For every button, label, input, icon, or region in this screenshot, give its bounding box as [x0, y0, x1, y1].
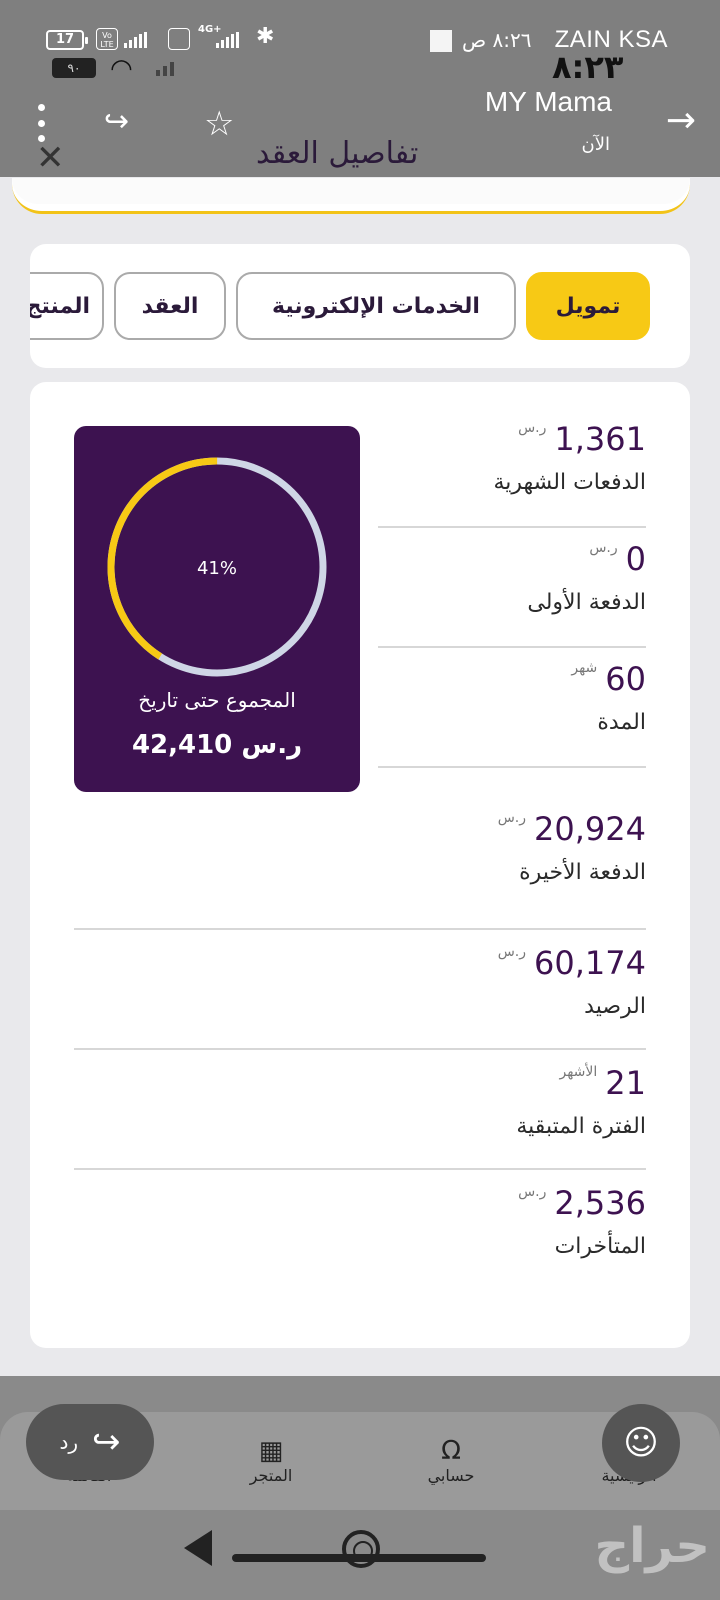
detail-label: الدفعة الأخيرة — [519, 860, 646, 885]
detail-unit: شهر — [571, 660, 598, 676]
detail-value: 60,174 — [534, 944, 646, 982]
tab-product[interactable]: المنتج — [30, 272, 104, 340]
signal-icon — [124, 32, 147, 48]
progress-percent: 41% — [196, 558, 237, 579]
battery-indicator: 17 — [46, 30, 88, 50]
tab-product-label: المنتج — [30, 293, 90, 319]
store-icon: ▦ — [258, 1436, 284, 1466]
detail-value: 0 — [625, 540, 646, 578]
volte-icon: Vo LTE — [96, 28, 118, 50]
background-status-row: ٩٠ ◠ ٨:٢٣ — [0, 48, 720, 94]
detail-value: 60 — [605, 660, 646, 698]
detail-arrears: ر.س 2,536 المتأخرات — [518, 1184, 646, 1259]
signal-icon-2 — [216, 32, 239, 48]
tabs-card: تمويل الخدمات الإلكترونية العقد المنتج — [30, 244, 690, 368]
divider — [378, 526, 646, 528]
nav-account[interactable]: Ω حسابي — [396, 1436, 506, 1485]
tab-financing[interactable]: تمويل — [526, 272, 650, 340]
progress-ring-fill — [107, 457, 327, 677]
tab-contract[interactable]: العقد — [114, 272, 226, 340]
detail-label: المتأخرات — [554, 1234, 646, 1259]
battery-icon-secondary: ٩٠ — [52, 58, 96, 78]
signal-icon-secondary — [156, 62, 174, 76]
more-options-icon[interactable] — [34, 104, 48, 142]
arrow-right-icon[interactable]: → — [665, 100, 696, 141]
payment-progress-box: 41% المجموع حتى تاريخ 42,410 ر.س — [74, 426, 360, 792]
nav-store-label: المتجر — [249, 1466, 293, 1485]
detail-value: 2,536 — [554, 1184, 646, 1222]
detail-unit: ر.س — [589, 540, 618, 556]
bluetooth-icon: ✱ — [256, 24, 275, 49]
divider — [74, 1168, 646, 1170]
network-type: 4G+ — [198, 24, 222, 35]
detail-label: الدفعات الشهرية — [493, 470, 646, 495]
reply-label: رد — [59, 1430, 79, 1454]
detail-label: الدفعة الأولى — [527, 590, 646, 615]
divider — [74, 928, 646, 930]
system-navigation: حراج — [0, 1510, 720, 1600]
back-icon[interactable] — [184, 1530, 212, 1566]
detail-unit: الأشهر — [559, 1064, 598, 1080]
detail-unit: ر.س — [497, 944, 527, 960]
total-label: المجموع حتى تاريخ — [138, 688, 296, 712]
tab-e-services[interactable]: الخدمات الإلكترونية — [236, 272, 516, 340]
detail-label: الفترة المتبقية — [516, 1114, 646, 1139]
nav-store[interactable]: ▦ المتجر — [216, 1436, 326, 1485]
total-value: 42,410 ر.س — [131, 730, 303, 760]
close-icon[interactable]: ✕ — [36, 138, 65, 178]
collapsed-card-edge — [12, 178, 690, 214]
emoji-reaction-icon[interactable]: ☺ — [602, 1404, 680, 1482]
carrier-name: ZAIN KSA — [554, 26, 668, 53]
detail-final-payment: ر.س 20,924 الدفعة الأخيرة — [498, 810, 646, 885]
divider — [378, 766, 646, 768]
watermark-logo: حراج — [594, 1518, 711, 1574]
divider — [378, 646, 646, 648]
notification-time: الآن — [581, 134, 611, 155]
reply-arrow-icon: ↪ — [92, 1422, 121, 1462]
detail-monthly-payment: ر.س 1,361 الدفعات الشهرية — [493, 420, 646, 495]
detail-duration: شهر 60 المدة — [571, 660, 646, 735]
detail-value: 20,924 — [534, 810, 646, 848]
progress-ring — [107, 457, 327, 677]
detail-value: 21 — [605, 1064, 646, 1102]
notification-title: MY Mama — [484, 86, 612, 117]
status-bar: 17 Vo LTE 4G+ ✱ ٨:٢٦ ص ZAIN KSA — [0, 20, 720, 60]
page-title: تفاصيل العقد — [256, 136, 419, 171]
clock-big: ٨:٢٣ — [552, 48, 624, 86]
share-overlay: 17 Vo LTE 4G+ ✱ ٨:٢٦ ص ZAIN KSA ٩٠ ◠ ٨:٢… — [0, 0, 720, 178]
detail-label: المدة — [597, 710, 646, 735]
wifi-icon: ◠ — [110, 54, 133, 84]
detail-balance: ر.س 60,174 الرصيد — [498, 944, 646, 1019]
detail-unit: ر.س — [497, 810, 527, 826]
detail-label: الرصيد — [584, 994, 646, 1019]
forward-icon[interactable]: ↪ — [104, 104, 130, 139]
detail-value: 1,361 — [554, 420, 646, 458]
notification-square-icon — [430, 30, 452, 52]
detail-down-payment: ر.س 0 الدفعة الأولى — [527, 540, 646, 615]
detail-unit: ر.س — [518, 1184, 547, 1200]
clock-small: ٨:٢٦ ص — [462, 28, 532, 52]
reply-button[interactable]: رد ↪ — [26, 1404, 154, 1480]
volte-icon-2 — [168, 28, 190, 50]
star-icon[interactable]: ☆ — [204, 104, 235, 144]
detail-remaining-period: الأشهر 21 الفترة المتبقية — [516, 1064, 646, 1139]
home-button-icon[interactable] — [342, 1530, 380, 1568]
nav-account-label: حسابي — [427, 1466, 475, 1485]
divider — [74, 1048, 646, 1050]
detail-unit: ر.س — [518, 420, 547, 436]
account-icon: Ω — [441, 1436, 461, 1466]
